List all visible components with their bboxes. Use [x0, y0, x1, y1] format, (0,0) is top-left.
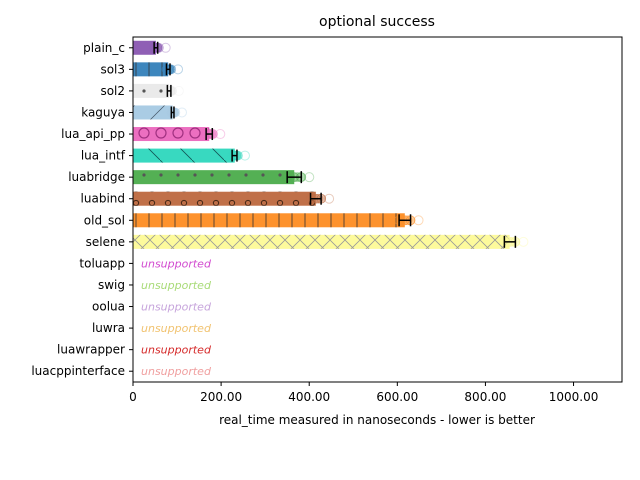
x-axis-label: real_time measured in nanoseconds - lowe…	[219, 413, 535, 427]
y-tick-label-old_sol: old_sol	[84, 213, 125, 227]
samples-sol3	[161, 64, 184, 75]
samples-lua-api-pp	[201, 129, 226, 140]
error-bar-selene	[503, 235, 517, 248]
x-tick-label-2: 400.00	[288, 390, 330, 404]
unsupported-label-luawrapper: unsupported	[141, 344, 212, 357]
x-tick-label-5: 1000.00	[549, 390, 599, 404]
bar-lua-api-pp	[133, 127, 226, 142]
y-tick-label-sol2: sol2	[100, 84, 125, 98]
bar-kaguya	[133, 105, 187, 120]
unsupported-label-luacppinterface: unsupported	[141, 365, 212, 378]
plot-area: unsupported unsupported unsupported unsuppo…	[31, 36, 623, 404]
bar-hatch-selene	[133, 234, 510, 249]
bar-hatch-sol2	[133, 83, 170, 98]
bar-rect-plain-c	[133, 40, 156, 55]
error-bar-sol2	[166, 84, 172, 97]
bar-plain-c	[133, 40, 171, 55]
error-bar-lua-intf	[231, 149, 238, 162]
bar-sol2	[133, 83, 184, 98]
bar-sol3	[133, 62, 184, 77]
error-bar-sol3	[165, 63, 171, 76]
y-tick-label-luacppinterface: luacppinterface	[31, 364, 125, 378]
bar-hatch-luabridge	[133, 170, 295, 185]
samples-plain-c	[149, 42, 171, 53]
x-tick-label-3: 600.00	[376, 390, 418, 404]
y-tick-label-plain_c: plain_c	[83, 41, 125, 55]
error-bar-old-sol	[398, 214, 412, 227]
error-bar-luabind	[309, 192, 322, 205]
error-bar-luabridge	[286, 171, 303, 184]
y-tick-label-kaguya: kaguya	[81, 105, 125, 119]
y-tick-label-lua_api_pp: lua_api_pp	[61, 127, 125, 141]
samples-sol2	[162, 85, 184, 96]
bar-lua-intf	[133, 148, 250, 163]
error-bar-kaguya	[170, 106, 175, 119]
y-tick-label-oolua: oolua	[92, 300, 125, 314]
unsupported-label-toluapp: unsupported	[141, 257, 212, 270]
x-tick-label-1: 200.00	[200, 390, 242, 404]
y-tick-label-toluapp: toluapp	[79, 256, 125, 270]
error-bar-lua-api-pp	[205, 128, 214, 141]
y-tick-label-swig: swig	[98, 278, 125, 292]
y-tick-label-luawrapper: luawrapper	[57, 343, 125, 357]
y-tick-label-luabridge: luabridge	[68, 170, 125, 184]
bar-hatch-luabind	[133, 191, 316, 206]
bar-luabridge	[133, 170, 315, 185]
bar-hatch-kaguya	[133, 105, 173, 120]
chart-title: optional success	[319, 14, 435, 30]
unsupported-label-luwra: unsupported	[141, 322, 212, 335]
bar-hatch-old-sol	[133, 213, 405, 228]
x-tick-label-4: 800.00	[464, 390, 506, 404]
bar-old-sol	[133, 213, 424, 228]
y-tick-label-luwra: luwra	[92, 321, 125, 335]
unsupported-label-swig: unsupported	[141, 279, 212, 292]
bar-hatch-lua-api-pp	[133, 127, 210, 142]
error-bar-plain-c	[153, 41, 159, 54]
y-tick-label-lua_intf: lua_intf	[81, 149, 126, 163]
unsupported-label-oolua: unsupported	[141, 301, 212, 314]
y-tick-label-luabind: luabind	[81, 192, 125, 206]
y-tick-label-selene: selene	[86, 235, 125, 249]
bar-hatch-sol3	[133, 62, 169, 77]
samples-kaguya	[166, 107, 187, 118]
y-tick-label-sol3: sol3	[100, 62, 125, 76]
bar-luabind	[133, 191, 335, 206]
bar-selene	[133, 234, 529, 249]
x-tick-label-0: 0	[129, 390, 137, 404]
axes-frame	[132, 36, 623, 383]
bar-hatch-lua-intf	[133, 148, 235, 163]
samples-lua-intf	[227, 150, 250, 161]
